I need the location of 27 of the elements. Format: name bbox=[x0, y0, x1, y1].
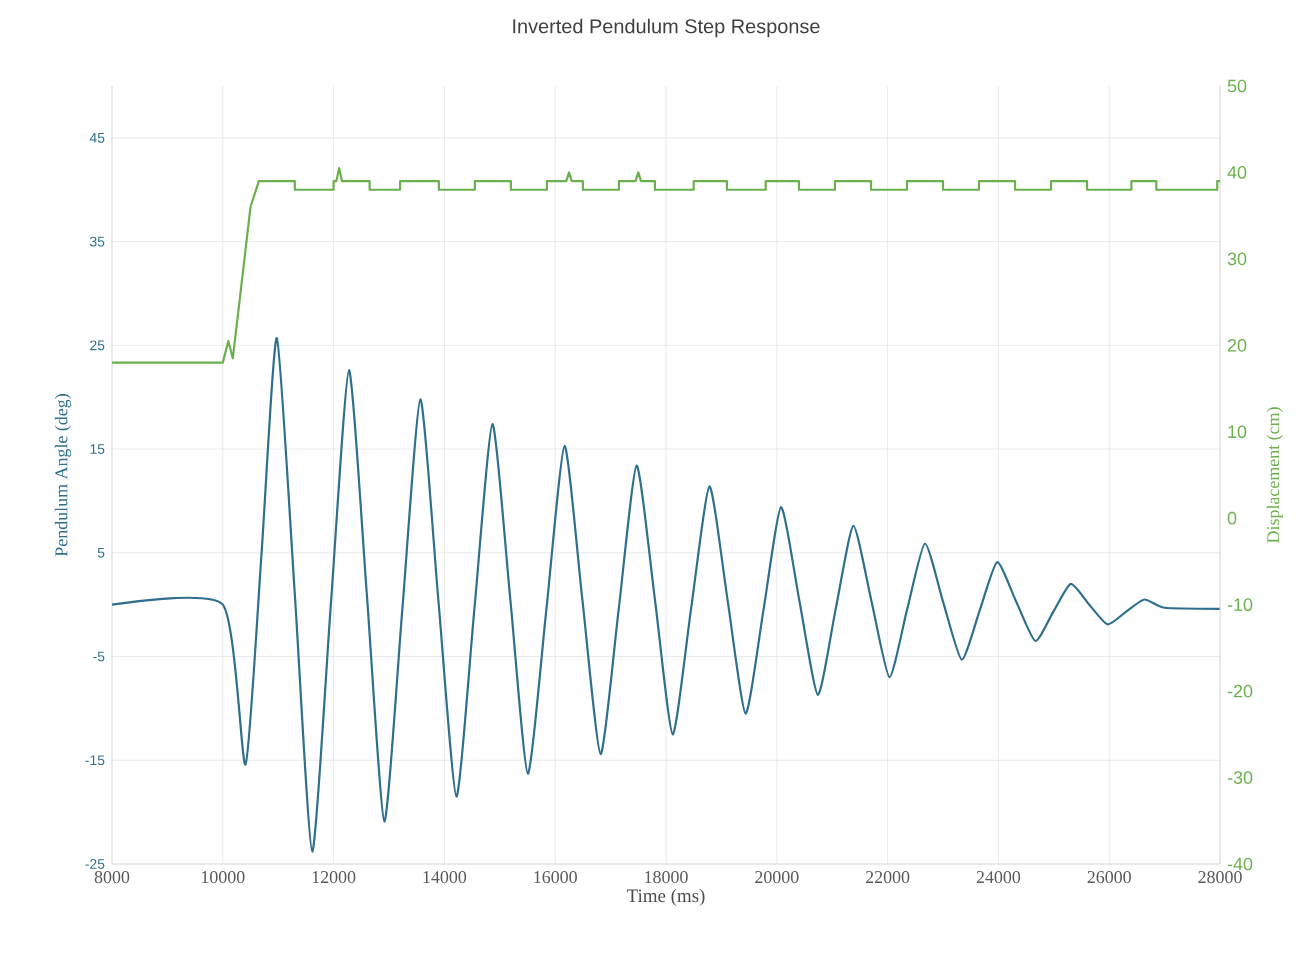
x-axis-title: Time (ms) bbox=[626, 888, 705, 907]
x-tick-label: 24000 bbox=[976, 871, 1021, 884]
y2-tick-label: -30 bbox=[1227, 771, 1253, 784]
x-tick-label: 8000 bbox=[94, 871, 130, 884]
y2-tick-label: 50 bbox=[1227, 79, 1247, 93]
y2-tick-label: -20 bbox=[1227, 684, 1253, 698]
y2-tick-label: 10 bbox=[1228, 425, 1247, 439]
x-tick-label: 18000 bbox=[645, 871, 688, 884]
x-tick-label: 26000 bbox=[1087, 871, 1131, 884]
y2-axis-title: Displacement (cm) bbox=[1266, 407, 1283, 543]
x-tick-label: 14000 bbox=[423, 871, 467, 884]
x-tick-label: 12000 bbox=[312, 871, 356, 884]
x-tick-label: 20000 bbox=[755, 871, 799, 884]
y-axis-title: Pendulum Angle (deg) bbox=[54, 394, 72, 557]
y2-tick-label: -10 bbox=[1227, 598, 1253, 612]
chart-title: Inverted Pendulum Step Response bbox=[513, 18, 820, 38]
y2-tick-label: -40 bbox=[1227, 857, 1253, 871]
x-tick-label: 10000 bbox=[201, 871, 245, 884]
y2-tick-label: 30 bbox=[1227, 252, 1247, 266]
line-series bbox=[112, 167, 1221, 364]
y2-tick-label: 40 bbox=[1227, 166, 1247, 179]
y2-tick-label: 20 bbox=[1227, 338, 1247, 352]
x-tick-label: 16000 bbox=[534, 871, 577, 884]
line-series bbox=[112, 336, 1221, 853]
y2-tick-label: 0 bbox=[1227, 511, 1237, 525]
x-tick-label: 28000 bbox=[1198, 871, 1242, 884]
x-tick-label: 22000 bbox=[865, 871, 910, 884]
